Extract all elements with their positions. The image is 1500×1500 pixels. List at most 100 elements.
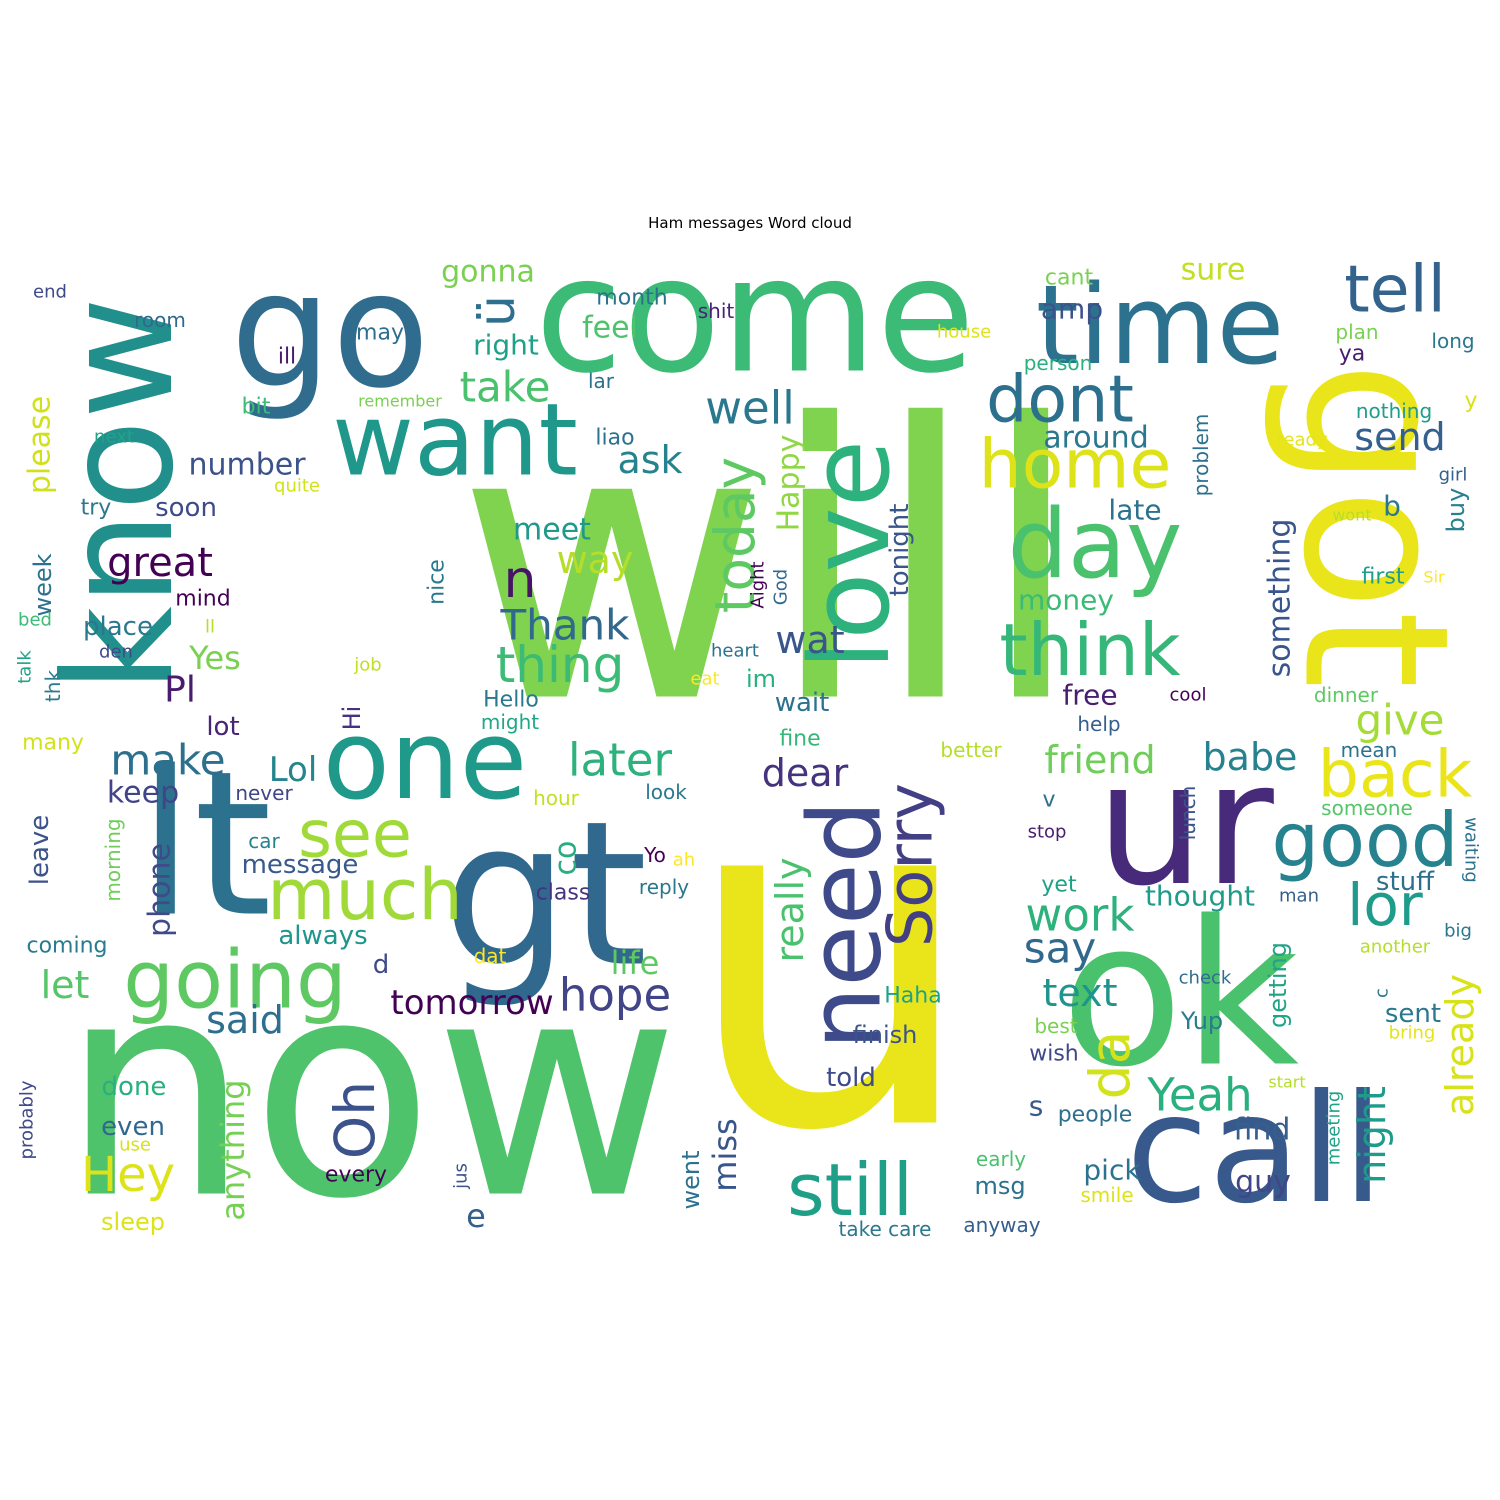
- word-never: never: [235, 781, 293, 805]
- word-find: find: [1234, 1113, 1291, 1148]
- word-friend: friend: [1044, 738, 1155, 782]
- word-eat: eat: [690, 669, 719, 690]
- word-right: right: [473, 329, 539, 362]
- word-ask: ask: [617, 438, 682, 482]
- word-might: might: [481, 710, 539, 734]
- word-quite: quite: [274, 476, 320, 497]
- word-send: send: [1354, 415, 1445, 459]
- word-babe: babe: [1203, 735, 1298, 779]
- word-yeah: Yeah: [1146, 1069, 1252, 1122]
- word-thing: thing: [496, 636, 625, 694]
- word-anyway: anyway: [963, 1213, 1040, 1237]
- word-haha: Haha: [884, 984, 941, 1009]
- word-remember: remember: [358, 392, 442, 411]
- word-another: another: [1360, 937, 1431, 958]
- word-love: love: [786, 440, 914, 671]
- word-ok: ok: [1061, 879, 1299, 1112]
- word-plan: plan: [1335, 320, 1378, 344]
- word-wont: wont: [1332, 506, 1371, 525]
- word-sent: sent: [1385, 999, 1441, 1029]
- word-number: number: [188, 448, 306, 483]
- word-told: told: [826, 1063, 876, 1093]
- word-text: text: [1043, 971, 1118, 1015]
- word-bring: bring: [1389, 1023, 1436, 1044]
- word-b: b: [1383, 490, 1401, 523]
- word-night: night: [1350, 1086, 1394, 1184]
- word-every: every: [325, 1163, 387, 1188]
- word-end: end: [33, 282, 67, 303]
- word-n: n: [504, 550, 537, 610]
- word-ya: ya: [1339, 342, 1366, 367]
- word-yes: Yes: [188, 639, 241, 677]
- word-lt: lt: [138, 729, 272, 962]
- word-bed: bed: [18, 610, 52, 631]
- word-dear: dear: [762, 751, 849, 795]
- word-much: much: [267, 854, 462, 936]
- word-go: go: [230, 237, 429, 424]
- word-da: da: [1078, 1031, 1142, 1100]
- word-msg: msg: [974, 1172, 1025, 1200]
- word-girl: girl: [1439, 465, 1468, 486]
- word-sure: sure: [1181, 253, 1246, 288]
- word-hello: Hello: [483, 688, 539, 713]
- word-tell: tell: [1344, 253, 1446, 328]
- word-lol: Lol: [269, 750, 318, 790]
- word-done: done: [102, 1072, 167, 1102]
- word-tonight: tonight: [885, 504, 915, 597]
- word-late: late: [1108, 494, 1161, 527]
- word-people: people: [1058, 1103, 1133, 1128]
- word-first: first: [1362, 565, 1405, 590]
- word-thought: thought: [1145, 880, 1255, 913]
- word-today: today: [703, 457, 767, 613]
- word-car: car: [248, 829, 280, 853]
- word-money: money: [1018, 584, 1114, 617]
- word-heart: heart: [711, 641, 759, 662]
- word-one: one: [323, 696, 528, 824]
- word-next: next: [94, 427, 134, 448]
- word-long: long: [1431, 329, 1474, 353]
- word-bit: bit: [242, 395, 271, 420]
- word-wait: wait: [775, 688, 830, 718]
- word-man: man: [1279, 886, 1319, 907]
- word-start: start: [1268, 1073, 1305, 1092]
- word-better: better: [940, 738, 1002, 762]
- word-thank: Thank: [500, 601, 631, 650]
- word-month: month: [596, 286, 667, 311]
- word-aight: Aight: [748, 561, 769, 608]
- word-always: always: [278, 921, 367, 951]
- word-home: home: [979, 426, 1172, 505]
- word-mind: mind: [175, 587, 230, 612]
- word-please: please: [23, 396, 58, 494]
- word-went: went: [677, 1150, 705, 1209]
- word-fine: fine: [779, 727, 820, 752]
- word-even: even: [101, 1112, 165, 1142]
- word-god: God: [771, 569, 792, 605]
- word-sorry: Sorry: [874, 783, 947, 947]
- word-anything: anything: [214, 1079, 252, 1220]
- word-pl: Pl: [164, 670, 196, 711]
- word-good: good: [1272, 796, 1459, 884]
- word-stuff: stuff: [1376, 867, 1435, 897]
- word-free: free: [1062, 679, 1117, 712]
- word-im: im: [746, 665, 776, 693]
- word-d: d: [373, 950, 390, 980]
- word-co: co: [549, 841, 584, 876]
- word-check: check: [1179, 968, 1232, 989]
- word-come: come: [535, 222, 975, 409]
- word-liao: liao: [595, 426, 634, 451]
- word-ready: ready: [1276, 430, 1328, 451]
- word-pick: pick: [1083, 1154, 1141, 1187]
- word-c: c: [1372, 988, 1393, 998]
- word-cool: cool: [1170, 685, 1207, 706]
- word-sir: Sir: [1423, 568, 1445, 587]
- word-ur: ur: [1096, 726, 1274, 924]
- word-buy: buy: [1442, 488, 1470, 533]
- word-y: y: [1464, 389, 1477, 414]
- word-someone: someone: [1321, 796, 1413, 820]
- word-day: day: [1008, 490, 1183, 600]
- word-early: early: [976, 1147, 1026, 1171]
- word-still: still: [787, 1148, 913, 1232]
- word-class: class: [536, 881, 591, 906]
- word-yup: Yup: [1180, 1007, 1223, 1035]
